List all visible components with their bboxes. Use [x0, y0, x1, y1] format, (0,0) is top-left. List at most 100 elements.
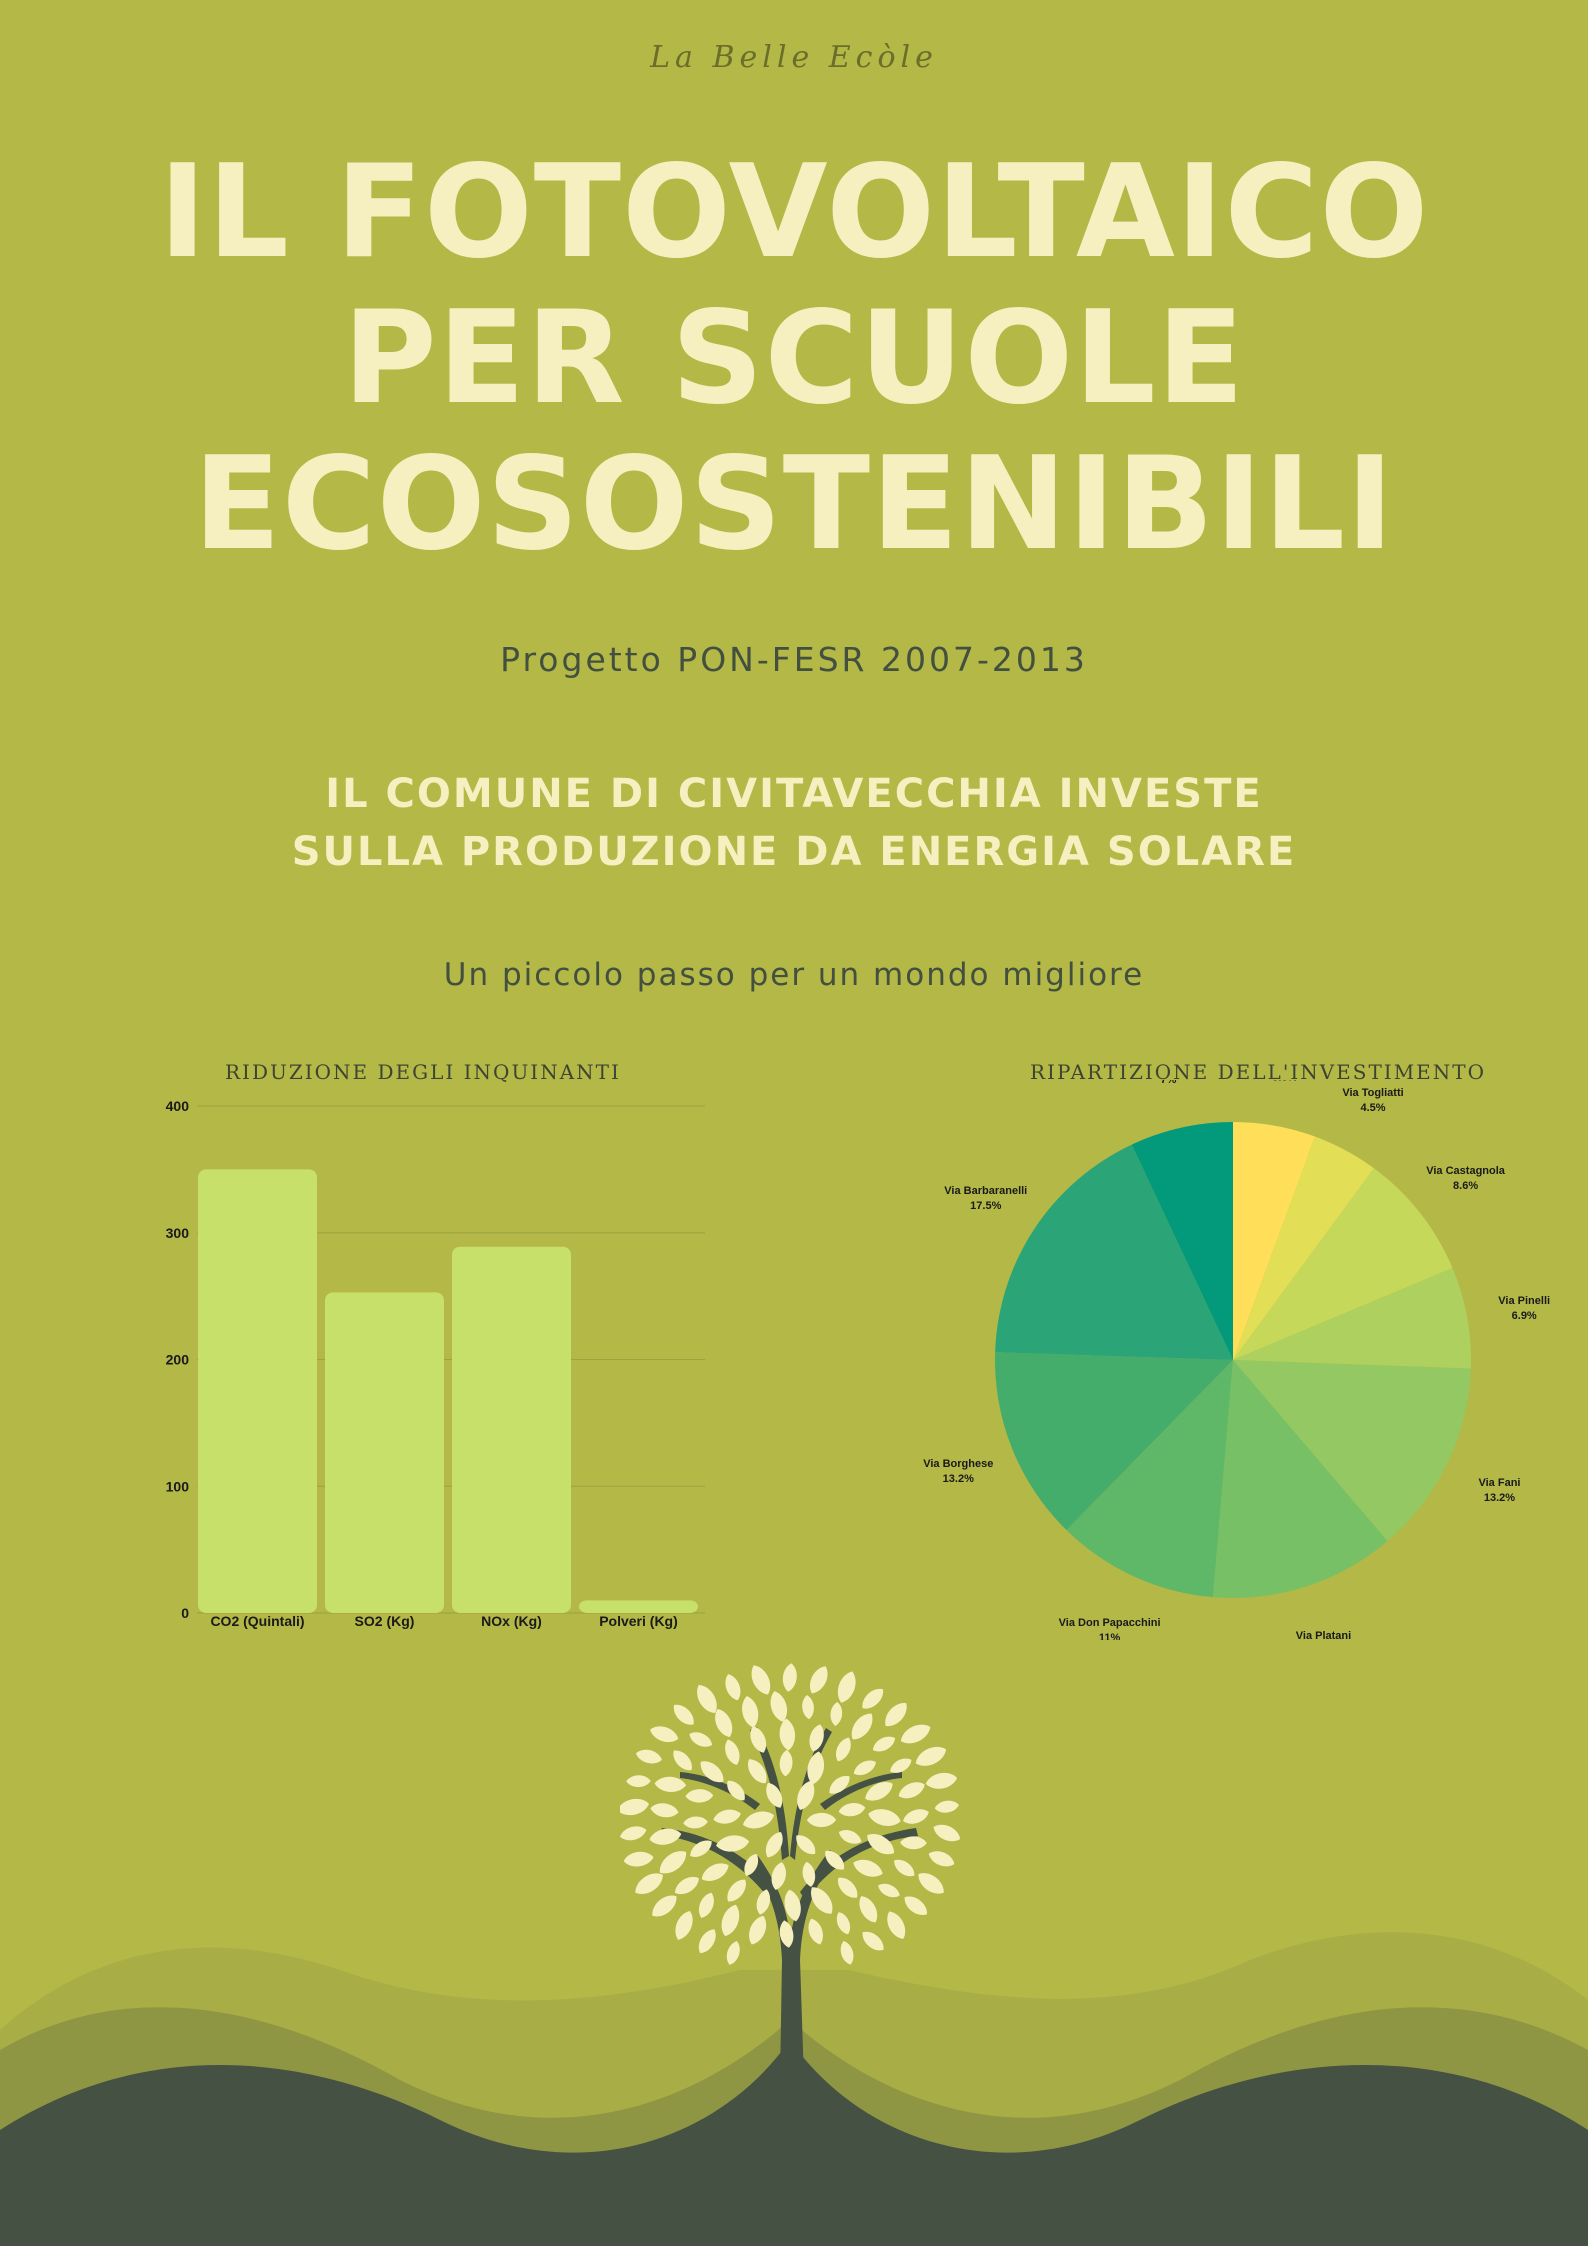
- pie-slice: [995, 1144, 1233, 1360]
- leaf: [700, 1761, 724, 1783]
- leaf: [635, 1749, 662, 1764]
- leaf: [742, 1811, 775, 1829]
- leaf: [698, 1929, 716, 1954]
- leaf: [620, 1798, 650, 1816]
- pie-slice-pct: 11%: [1099, 1632, 1121, 1640]
- pie-slice-pct: 6.9%: [1512, 1310, 1537, 1322]
- leaf: [620, 1826, 647, 1841]
- pie-slice: [1233, 1267, 1471, 1369]
- leaf: [685, 1789, 714, 1803]
- leaf: [825, 1850, 845, 1870]
- leaf: [853, 1859, 883, 1877]
- leaf: [673, 1750, 692, 1771]
- leaf: [802, 1861, 816, 1887]
- main-title-line-3: ECOSOSTENIBILI: [193, 430, 1395, 579]
- pie-slice-pct: 17.5%: [970, 1200, 1001, 1212]
- leaf: [698, 1892, 714, 1918]
- leaf: [887, 1911, 906, 1939]
- pie-slice: [1066, 1360, 1233, 1598]
- bar: [325, 1292, 444, 1613]
- leaf: [796, 1835, 816, 1855]
- pie-slice-pct: 4.5%: [1360, 1102, 1385, 1114]
- leaf: [807, 1751, 825, 1785]
- y-tick-label: 400: [166, 1098, 190, 1114]
- leaf: [885, 1703, 907, 1726]
- leaf: [649, 1828, 682, 1845]
- leaf: [623, 1851, 654, 1867]
- leaf: [727, 1879, 746, 1902]
- leaf: [900, 1836, 927, 1850]
- pie-slice-pct: 13.2%: [1484, 1492, 1515, 1504]
- tree-illustration: [620, 1663, 960, 2080]
- pie-slice-label: Via Togliatti: [1342, 1087, 1403, 1099]
- leaf: [829, 1775, 850, 1794]
- leaf: [868, 1809, 901, 1826]
- pie-slice: [1233, 1360, 1471, 1542]
- leaf: [748, 1759, 767, 1784]
- leaf: [836, 1912, 851, 1935]
- pie-slice-label: Via Fani: [1478, 1477, 1520, 1489]
- leaf: [837, 1671, 856, 1703]
- bar: [198, 1169, 317, 1613]
- leaf: [766, 1782, 783, 1808]
- leaf: [654, 1776, 687, 1792]
- leaf: [898, 1782, 925, 1799]
- leaf: [659, 1851, 687, 1874]
- pie-chart-title: RIPARTIZIONE DELL'INVESTIMENTO: [1030, 1060, 1487, 1084]
- brand-logo-text: La Belle Ecòle: [650, 40, 938, 75]
- pie-slice-pct: 13.2%: [943, 1473, 974, 1485]
- tagline: Un piccolo passo per un mondo migliore: [443, 957, 1145, 993]
- pie-slice-label: Via Borghese: [923, 1458, 993, 1470]
- pie-slice-label: Via Pinelli: [1498, 1295, 1550, 1307]
- main-title-line-1: IL FOTOVOLTAICO: [158, 138, 1430, 287]
- leaf: [933, 1824, 960, 1842]
- y-tick-label: 0: [181, 1605, 189, 1621]
- x-tick-label: SO2 (Kg): [355, 1613, 415, 1629]
- leaf: [782, 1663, 797, 1692]
- leaf: [650, 1726, 679, 1742]
- leaf: [838, 1877, 858, 1898]
- leaf: [878, 1883, 900, 1898]
- leaf: [683, 1816, 708, 1829]
- pie-slice: [995, 1352, 1233, 1530]
- leaf: [749, 1915, 767, 1945]
- leaf: [716, 1835, 750, 1852]
- leaf: [726, 1941, 740, 1965]
- pie-slice-label: Via Don Papacchini: [1059, 1617, 1161, 1629]
- pie-slice: [1233, 1122, 1315, 1360]
- leaf: [635, 1873, 663, 1894]
- leaf: [872, 1736, 896, 1752]
- leaf: [673, 1704, 694, 1725]
- pie-slice-label: Via Platani: [1296, 1630, 1351, 1640]
- leaf: [838, 1802, 866, 1817]
- leaf: [862, 1688, 884, 1709]
- leaf: [690, 1840, 712, 1857]
- x-tick-label: Polveri (Kg): [599, 1613, 678, 1629]
- leaf: [779, 1749, 793, 1777]
- leaf: [697, 1684, 717, 1714]
- y-tick-label: 300: [166, 1225, 190, 1241]
- leaf: [797, 1780, 815, 1810]
- leaf: [862, 1931, 884, 1951]
- x-tick-label: CO2 (Quintali): [210, 1613, 304, 1629]
- pie-slice-pct: 5.6%: [1272, 1080, 1297, 1084]
- leaf: [750, 1726, 767, 1753]
- leaf: [715, 1709, 733, 1738]
- leaf: [626, 1775, 651, 1788]
- leaf: [721, 1904, 740, 1937]
- leaf: [934, 1800, 959, 1813]
- leaf: [900, 1724, 931, 1744]
- leaf: [779, 1718, 796, 1751]
- leaf: [915, 1746, 947, 1766]
- leaf: [713, 1809, 741, 1824]
- leaf: [674, 1877, 699, 1895]
- leaf: [918, 1873, 944, 1894]
- leaf: [725, 1674, 741, 1701]
- leaf: [928, 1851, 955, 1867]
- pie-slice: [1233, 1168, 1453, 1360]
- leaf: [851, 1713, 873, 1740]
- project-subtitle: Progetto PON-FESR 2007-2013: [500, 640, 1088, 679]
- headline: IL COMUNE DI CIVITAVECCHIA INVESTE SULLA…: [0, 765, 1588, 881]
- leaf: [689, 1732, 713, 1747]
- leaf: [811, 1887, 833, 1914]
